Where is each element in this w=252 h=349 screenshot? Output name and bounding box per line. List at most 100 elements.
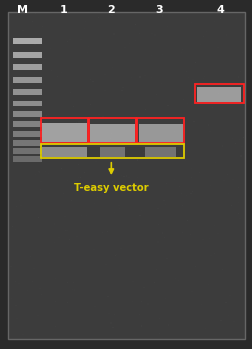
Bar xyxy=(33,62,34,64)
Bar xyxy=(154,59,155,60)
Bar xyxy=(42,80,43,81)
Bar xyxy=(135,24,136,25)
Bar xyxy=(13,79,14,80)
Bar xyxy=(210,29,212,30)
Bar xyxy=(98,114,99,115)
Bar xyxy=(15,305,17,306)
Bar xyxy=(121,175,122,176)
Bar xyxy=(117,166,118,168)
Bar xyxy=(241,109,243,110)
Bar xyxy=(46,38,47,39)
Bar xyxy=(189,121,190,122)
Bar xyxy=(36,210,37,211)
Bar xyxy=(163,237,164,238)
Bar xyxy=(186,103,187,104)
Bar xyxy=(217,47,218,48)
Bar xyxy=(100,147,125,157)
Bar xyxy=(150,77,152,78)
Bar xyxy=(69,39,70,40)
Bar xyxy=(181,50,182,51)
Bar xyxy=(65,318,66,319)
Bar xyxy=(13,38,42,44)
Bar xyxy=(62,193,64,194)
Bar xyxy=(138,124,182,143)
Bar xyxy=(34,44,36,45)
Bar xyxy=(18,283,19,284)
Bar xyxy=(89,79,91,80)
Bar xyxy=(13,89,42,95)
Bar xyxy=(208,238,209,239)
Bar xyxy=(119,251,120,252)
Bar xyxy=(42,147,86,157)
Bar xyxy=(162,322,164,324)
Bar xyxy=(13,52,42,58)
Bar xyxy=(134,40,135,41)
Bar xyxy=(102,231,103,232)
Bar xyxy=(95,161,96,162)
Bar xyxy=(123,177,124,178)
Bar xyxy=(160,83,162,84)
Bar xyxy=(207,125,208,126)
Bar xyxy=(20,205,22,206)
Bar xyxy=(139,215,140,216)
Bar xyxy=(175,279,176,280)
Bar xyxy=(125,185,127,186)
Bar xyxy=(131,77,132,78)
Bar xyxy=(237,95,238,96)
Bar xyxy=(187,77,188,79)
Bar xyxy=(55,151,57,153)
Bar xyxy=(31,120,33,121)
Bar xyxy=(154,282,155,283)
Bar xyxy=(44,69,45,70)
Bar xyxy=(43,84,45,86)
Bar xyxy=(231,138,232,139)
Bar xyxy=(217,93,218,94)
Bar xyxy=(145,125,147,126)
Bar xyxy=(173,179,175,180)
Bar xyxy=(22,334,24,335)
Bar xyxy=(86,215,87,216)
Bar xyxy=(196,87,240,102)
Bar xyxy=(222,174,224,176)
Bar xyxy=(61,169,62,170)
Bar xyxy=(221,146,222,147)
Bar xyxy=(73,106,74,107)
Bar xyxy=(239,156,241,157)
Bar xyxy=(118,216,119,217)
Bar xyxy=(168,289,170,290)
Bar xyxy=(36,135,37,136)
Bar xyxy=(199,300,201,301)
Bar xyxy=(223,331,224,332)
Bar xyxy=(15,206,17,207)
Bar xyxy=(241,52,242,53)
Bar xyxy=(192,94,193,95)
Bar xyxy=(89,104,91,105)
Bar xyxy=(157,224,159,225)
Bar xyxy=(35,174,36,175)
Bar xyxy=(10,266,12,267)
Bar xyxy=(13,101,42,106)
Bar xyxy=(154,35,155,36)
Bar xyxy=(38,217,39,218)
Bar xyxy=(118,206,119,207)
Bar xyxy=(172,65,173,66)
Bar xyxy=(211,107,212,108)
Bar xyxy=(161,15,163,16)
Bar xyxy=(166,25,167,27)
Bar xyxy=(56,76,58,77)
Bar xyxy=(19,214,20,215)
Bar xyxy=(24,187,26,188)
Bar xyxy=(191,191,192,192)
Bar xyxy=(38,291,39,292)
Bar xyxy=(219,18,220,19)
Bar xyxy=(129,195,130,196)
Bar xyxy=(13,111,42,117)
Bar xyxy=(23,136,24,137)
Bar xyxy=(232,321,234,322)
Bar xyxy=(94,306,95,307)
Bar xyxy=(158,318,159,319)
Bar xyxy=(145,147,175,157)
Bar xyxy=(60,153,61,154)
Bar xyxy=(54,242,55,243)
Bar xyxy=(165,213,166,214)
